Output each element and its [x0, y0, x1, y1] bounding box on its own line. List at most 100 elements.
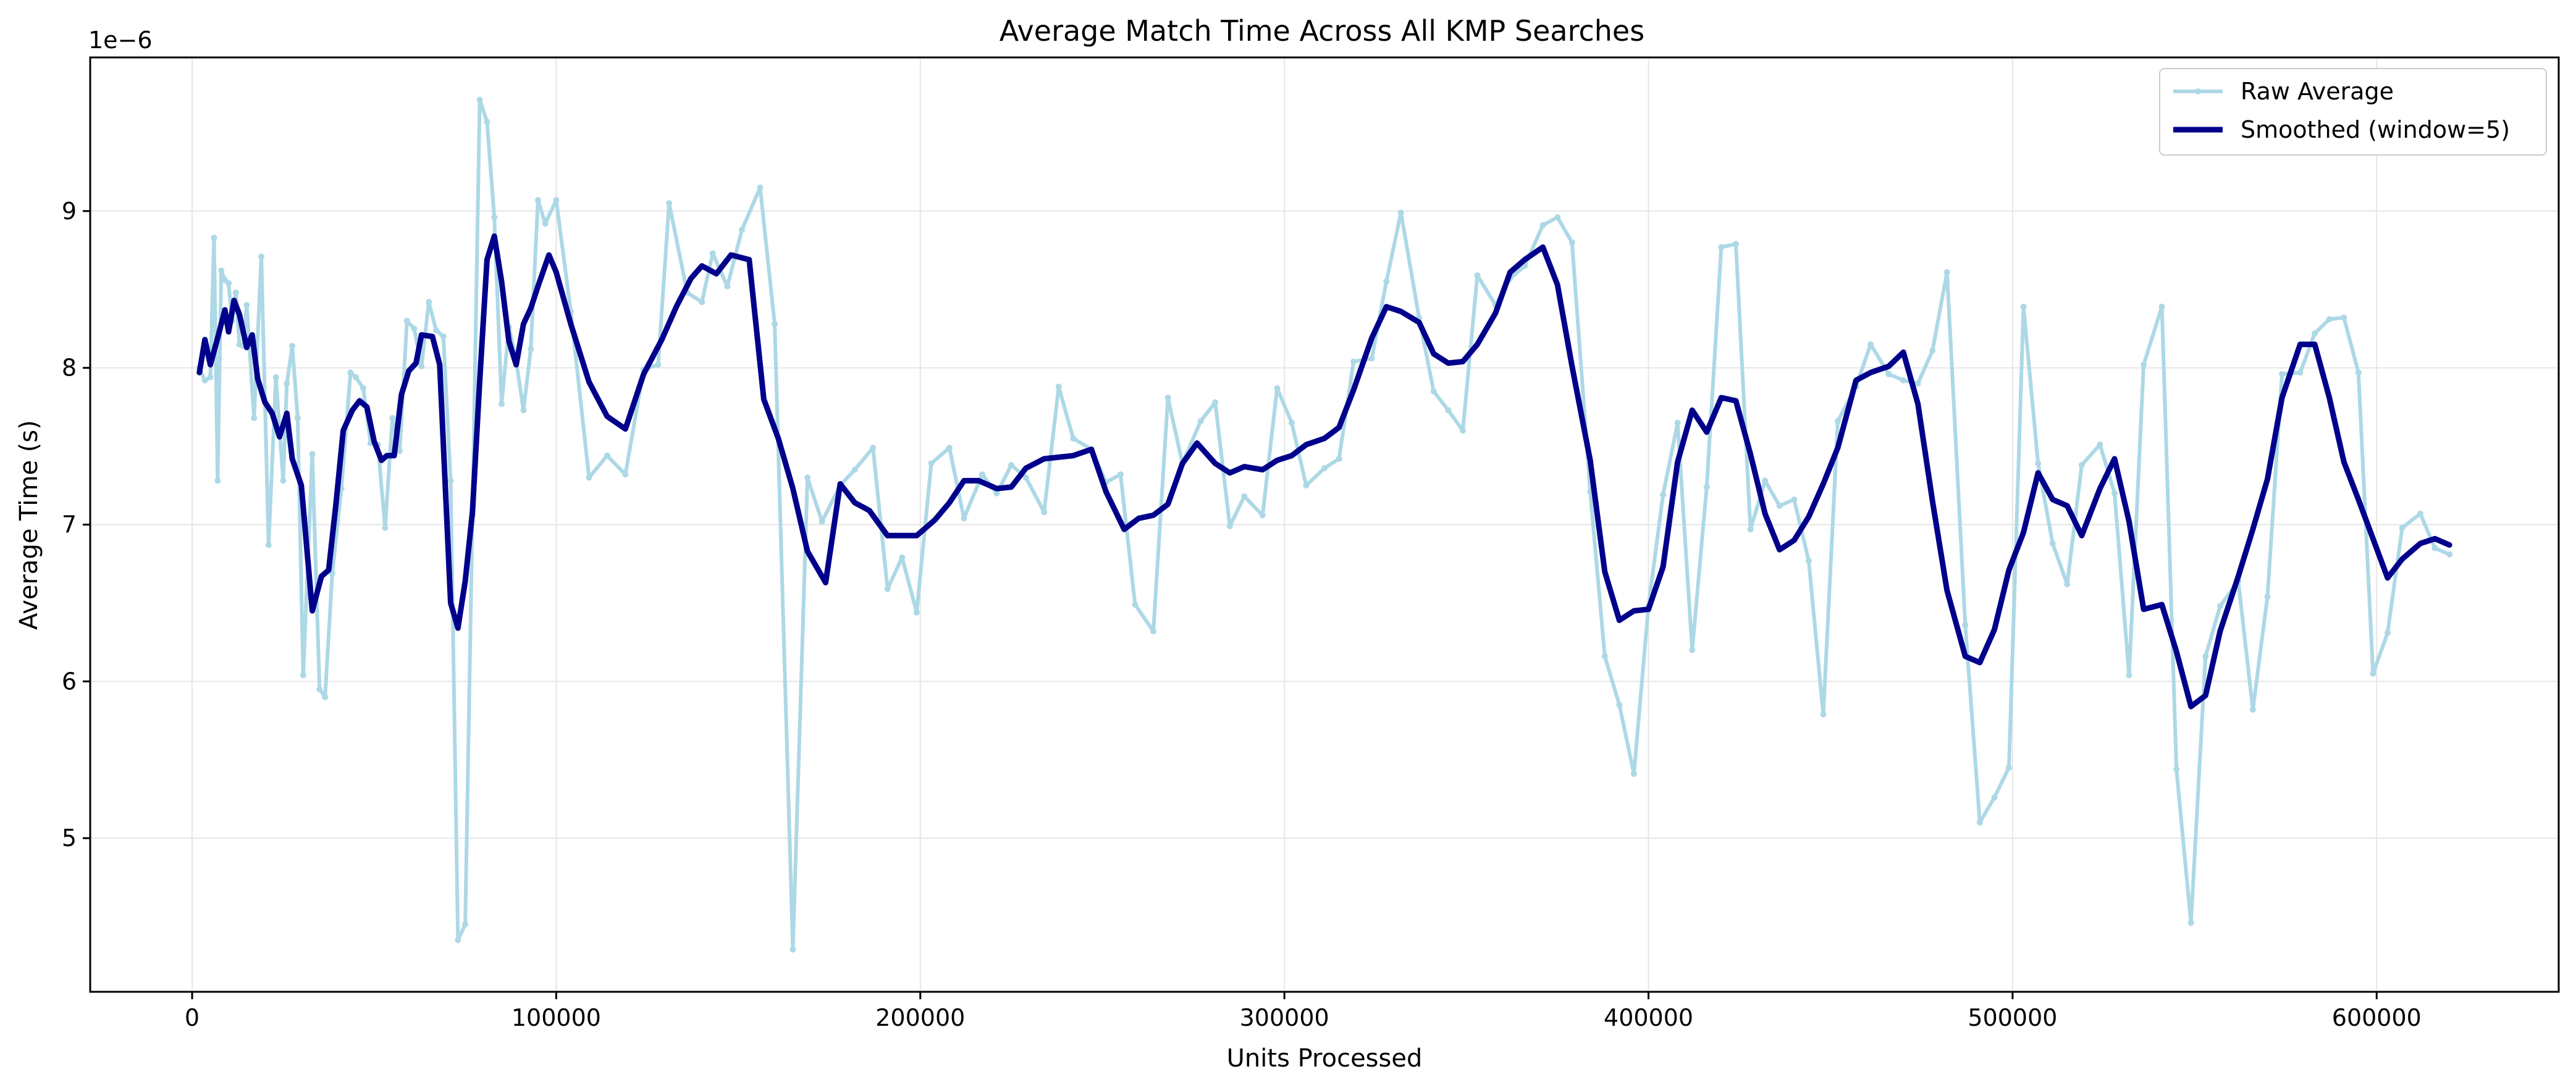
- raw-average-point: [382, 524, 389, 531]
- raw-average-point: [1601, 653, 1608, 660]
- raw-average-point: [2006, 765, 2012, 771]
- raw-average-point: [1885, 371, 1892, 377]
- raw-average-point: [2326, 316, 2333, 322]
- raw-average-point: [484, 119, 490, 125]
- raw-average-point: [739, 227, 745, 233]
- raw-average-point: [1747, 526, 1754, 533]
- raw-average-point: [1197, 418, 1204, 424]
- raw-average-point: [347, 369, 354, 376]
- raw-average-point: [353, 374, 360, 380]
- raw-average-point: [1805, 557, 1812, 564]
- smoothed-series: [196, 233, 2452, 710]
- raw-average-point: [309, 451, 316, 458]
- raw-average-point: [411, 325, 418, 332]
- raw-average-point: [1350, 358, 1357, 365]
- raw-average-point: [462, 921, 469, 928]
- raw-average-point: [1820, 711, 1827, 718]
- x-tick-label: 500000: [1968, 1004, 2057, 1031]
- raw-average-point: [1259, 512, 1266, 519]
- raw-average-point: [1835, 418, 1841, 424]
- raw-average-point: [789, 946, 796, 953]
- raw-average-point: [1132, 602, 1139, 608]
- raw-average-point: [1368, 355, 1375, 362]
- raw-average-point: [284, 380, 290, 387]
- raw-average-point: [1117, 471, 1124, 478]
- raw-average-point: [1776, 503, 1783, 509]
- raw-average-point: [1718, 244, 1725, 251]
- raw-average-point: [201, 377, 208, 384]
- raw-average-point: [553, 197, 560, 203]
- raw-average-point: [2020, 303, 2027, 310]
- raw-average-point: [655, 361, 662, 368]
- raw-average-point: [1900, 377, 1907, 384]
- raw-average-point: [2158, 303, 2165, 310]
- raw-average-point: [2049, 540, 2056, 547]
- raw-average-point: [1460, 427, 1466, 434]
- raw-average-point: [709, 250, 716, 257]
- raw-average-point: [1226, 523, 1233, 529]
- raw-average-point: [1055, 384, 1062, 390]
- raw-average-point: [520, 407, 527, 414]
- legend-label-raw: Raw Average: [2241, 78, 2394, 105]
- raw-average-point: [1631, 771, 1637, 778]
- raw-average-point: [1914, 380, 1921, 387]
- y-tick-label: 8: [62, 354, 77, 382]
- raw-average-point: [397, 448, 403, 455]
- raw-average-point: [1660, 492, 1667, 498]
- raw-average-point: [389, 414, 396, 421]
- x-tick-label: 600000: [2332, 1004, 2422, 1031]
- raw-average-point: [232, 289, 239, 296]
- raw-average-point: [1991, 794, 1998, 801]
- raw-average-point: [1616, 702, 1623, 708]
- raw-average-point: [542, 220, 549, 227]
- raw-average-point: [899, 554, 906, 561]
- raw-average-point: [447, 477, 454, 484]
- raw-average-point: [946, 445, 953, 451]
- raw-average-point: [757, 184, 764, 191]
- raw-average-point: [426, 299, 432, 305]
- raw-average-point: [961, 515, 967, 522]
- raw-average-point: [1733, 241, 1739, 248]
- raw-average-point: [1022, 474, 1029, 481]
- raw-average-point: [528, 346, 534, 353]
- raw-average-point: [2078, 462, 2085, 468]
- raw-average-point: [265, 542, 272, 548]
- raw-average-point: [280, 477, 287, 484]
- raw-average-point: [1397, 209, 1404, 216]
- raw-average-point: [1943, 269, 1950, 275]
- raw-average-point: [1336, 455, 1342, 462]
- raw-average-point: [300, 672, 306, 679]
- raw-average-point: [804, 474, 811, 481]
- raw-average-point: [928, 460, 935, 467]
- raw-average-point: [1762, 477, 1769, 484]
- raw-average-point: [1070, 435, 1077, 442]
- raw-average-point: [1274, 385, 1281, 392]
- raw-average-point: [251, 414, 258, 421]
- x-tick-label: 300000: [1240, 1004, 1329, 1031]
- raw-average-point: [2417, 510, 2423, 517]
- y-tick-label: 5: [62, 824, 77, 852]
- raw-average-point: [2399, 524, 2406, 531]
- raw-average-point: [724, 283, 731, 290]
- raw-average-point: [2064, 581, 2071, 587]
- y-tick-label: 7: [62, 511, 77, 539]
- y-tick-label: 6: [62, 668, 77, 695]
- raw-average-point: [1539, 222, 1546, 228]
- raw-average-point: [2341, 314, 2347, 321]
- smoothed-line: [196, 233, 2452, 710]
- raw-average-point: [1867, 341, 1874, 348]
- raw-average-point: [534, 197, 541, 203]
- y-axis-label: Average Time (s): [15, 420, 43, 630]
- raw-average-point: [884, 585, 891, 592]
- raw-average-point: [289, 343, 296, 350]
- raw-average-point: [870, 445, 877, 451]
- raw-average-point: [294, 414, 301, 421]
- raw-average-point: [1689, 647, 1696, 653]
- raw-average-point: [1041, 509, 1048, 516]
- legend: Raw Average Smoothed (window=5): [2159, 68, 2547, 156]
- raw-average-point: [1976, 819, 1983, 826]
- raw-average-point: [851, 466, 858, 473]
- raw-average-point: [211, 234, 217, 241]
- raw-average-point: [1150, 628, 1156, 635]
- raw-average-point: [1703, 484, 1710, 490]
